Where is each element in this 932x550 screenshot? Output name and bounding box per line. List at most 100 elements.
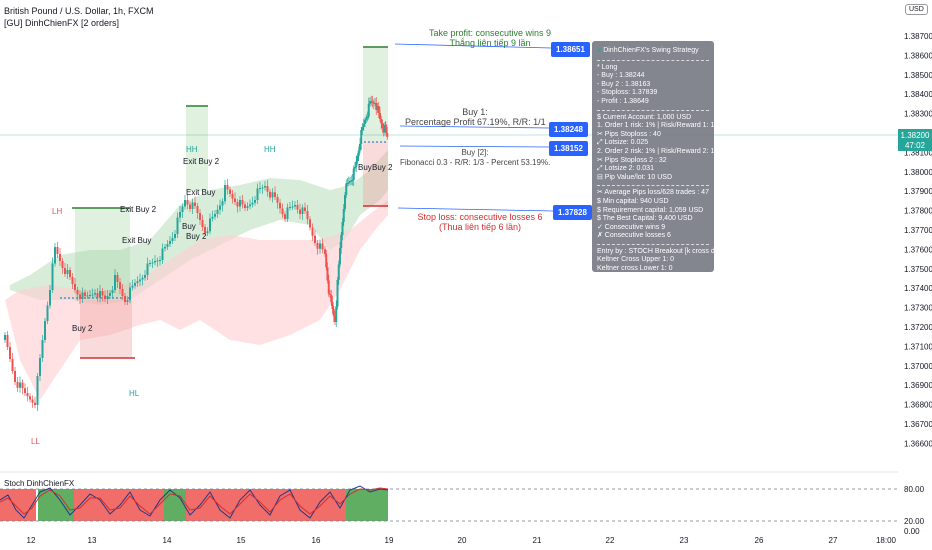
candle-body [61, 261, 64, 268]
candle-body [41, 340, 44, 358]
current-price-value: 1.38200 [900, 131, 930, 140]
candle-body [366, 116, 369, 119]
candle-body [327, 280, 330, 294]
candle-body [259, 188, 261, 189]
price-tick-label: 1.37400 [904, 284, 932, 293]
panel-line: 1. Order 1 risk: 1% | Risk/Reward 1: 1/1 [597, 122, 714, 130]
candle-body [184, 200, 186, 207]
panel-line: - Stoploss: 1.37839 [597, 89, 658, 97]
price-tick-label: 1.36800 [904, 401, 932, 410]
candle-body [365, 118, 368, 120]
currency-button[interactable]: USD [905, 4, 928, 15]
label-hh-2: HH [264, 145, 276, 154]
panel-line: $ Requirement capital: 1,059 USD [597, 206, 704, 214]
label-buy-c: Buy [358, 163, 372, 172]
candle-body [66, 270, 69, 274]
price-tick-label: 1.38000 [904, 168, 932, 177]
candle-body [186, 200, 189, 205]
candle-body [121, 289, 124, 296]
panel-line: Entry by : STOCH Breakout [k cross d] [597, 247, 714, 255]
sl-line-2: (Thua liên tiếp 6 lần) [438, 222, 522, 232]
candle-body [321, 243, 324, 250]
price-tick-label: 1.38400 [904, 90, 932, 99]
osc-zones [0, 489, 388, 521]
candle-body [231, 194, 234, 199]
candle-body [374, 103, 376, 104]
candle-body [244, 204, 246, 208]
candle-body [352, 168, 355, 180]
panel-separator [597, 59, 709, 61]
candle-body [216, 209, 219, 214]
candle-body [289, 207, 291, 208]
candle-body [96, 293, 99, 298]
time-tick-label: 13 [88, 536, 97, 545]
candle-body [335, 306, 338, 322]
candle-body [304, 207, 306, 211]
candle-body [106, 296, 109, 299]
candle-body [301, 207, 304, 214]
panel-line: ✂ Average Pips loss/628 trades : 47 [597, 189, 709, 197]
candle-body [385, 129, 388, 133]
candle-body [214, 214, 216, 217]
price-tick-label: 1.36900 [904, 381, 932, 390]
candle-body [256, 188, 259, 200]
time-tick-label: 19 [385, 536, 394, 545]
time-tick-label: 20 [458, 536, 467, 545]
candle-body [284, 214, 286, 219]
current-price-countdown: 47:02 [904, 141, 926, 150]
candle-body [372, 102, 375, 104]
candle-body [319, 243, 321, 249]
candle-body [176, 217, 179, 234]
candle-body [375, 103, 378, 110]
buy1-annotation: Buy 1: Percentage Profit 67.19%, R/R: 1/… [405, 107, 546, 127]
candle-body [26, 393, 29, 397]
candle-body [324, 249, 326, 254]
candle-body [340, 235, 343, 248]
candle-body [139, 279, 141, 282]
candle-body [126, 300, 129, 302]
candle-body [29, 396, 31, 400]
buy2-line-1: Buy [2]: [461, 148, 489, 157]
candle-body [229, 189, 231, 194]
oscillator-title[interactable]: Stoch DinhChienFX [4, 479, 75, 488]
candle-body [54, 247, 56, 264]
candle-body [224, 185, 226, 202]
candle-body [129, 287, 131, 301]
candle-body [46, 305, 49, 321]
candle-body [164, 247, 166, 249]
label-buy-2a: Buy 2 [72, 324, 93, 333]
panel-line: - Profit : 1.38649 [597, 97, 649, 105]
candle-body [354, 167, 356, 169]
symbol-title[interactable]: British Pound / U.S. Dollar, 1h, FXCM [4, 6, 154, 16]
candle-body [141, 277, 144, 280]
candle-body [264, 186, 266, 188]
candle-body [36, 376, 39, 405]
upper-band-area [5, 200, 388, 400]
indicator-label[interactable]: [GU] DinhChienFX [2 orders] [4, 18, 120, 28]
price-tick-label: 1.37500 [904, 265, 932, 274]
candle-body [294, 205, 296, 207]
tp-price-tag: 1.38651 [551, 42, 590, 57]
panel-line: 2. Order 2 risk: 1% | Risk/Reward 2: 1/1… [597, 147, 714, 155]
oscillator-axis: 80.00 20.000.00 [904, 485, 925, 536]
candle-body [154, 261, 156, 263]
time-tick-label: 26 [755, 536, 764, 545]
candle-body [16, 382, 19, 388]
candles-group [4, 95, 389, 411]
candle-body [334, 316, 336, 322]
candle-body [9, 347, 11, 359]
candle-body [239, 200, 241, 207]
candle-body [381, 123, 384, 128]
candle-body [221, 201, 224, 206]
candle-body [194, 202, 196, 206]
label-hl: HL [129, 389, 140, 398]
candle-body [149, 263, 151, 264]
panel-line: - Buy : 1.38244 [597, 72, 645, 80]
candle-body [306, 211, 309, 220]
candle-body [296, 205, 299, 210]
candle-body [101, 291, 104, 296]
candle-body [386, 133, 389, 137]
price-tick-label: 1.37800 [904, 207, 932, 216]
label-exit-buy-2a: Exit Buy 2 [120, 205, 157, 214]
